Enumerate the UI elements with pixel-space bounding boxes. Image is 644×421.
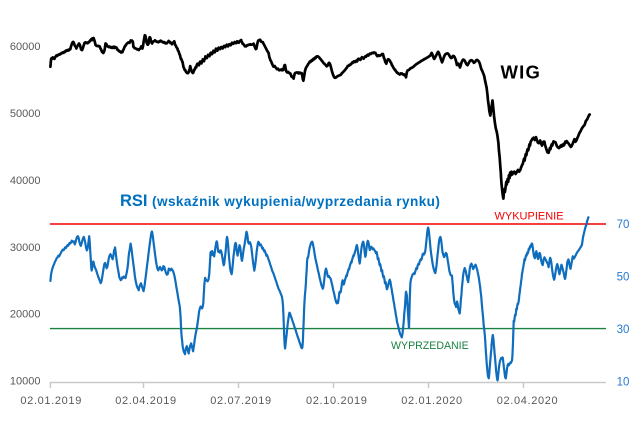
svg-text:WIG: WIG — [501, 62, 542, 83]
svg-text:RSI: RSI — [120, 192, 148, 210]
svg-text:70: 70 — [617, 219, 630, 231]
svg-text:WYPRZEDANIE: WYPRZEDANIE — [391, 340, 469, 352]
svg-text:50000: 50000 — [10, 108, 41, 120]
svg-text:(wskaźnik wykupienia/wyprzedan: (wskaźnik wykupienia/wyprzedania rynku) — [152, 194, 440, 209]
svg-text:02.04.2020: 02.04.2020 — [497, 395, 559, 407]
svg-text:02.04.2019: 02.04.2019 — [115, 395, 177, 407]
svg-text:20000: 20000 — [10, 309, 41, 321]
svg-text:WYKUPIENIE: WYKUPIENIE — [495, 211, 564, 223]
svg-text:30: 30 — [617, 324, 630, 336]
svg-text:10: 10 — [617, 376, 630, 388]
svg-text:30000: 30000 — [10, 242, 41, 254]
svg-text:02.10.2019: 02.10.2019 — [306, 395, 368, 407]
svg-text:10000: 10000 — [10, 376, 41, 388]
svg-text:50: 50 — [617, 271, 630, 283]
svg-text:60000: 60000 — [10, 41, 41, 53]
svg-text:02.01.2020: 02.01.2020 — [401, 395, 463, 407]
svg-text:02.07.2019: 02.07.2019 — [210, 395, 272, 407]
svg-text:02.01.2019: 02.01.2019 — [20, 395, 82, 407]
svg-text:40000: 40000 — [10, 175, 41, 187]
